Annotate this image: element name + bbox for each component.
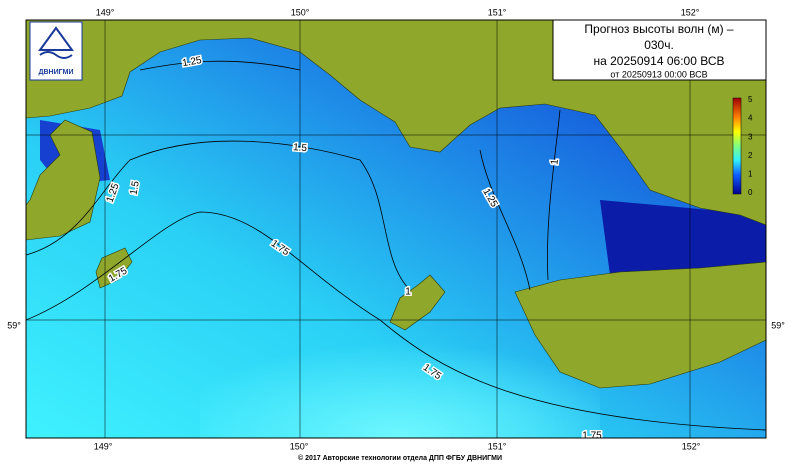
title-box <box>552 19 767 81</box>
title: Прогноз высоты волн (м) – <box>584 22 734 36</box>
lon-label: 149° <box>94 441 113 451</box>
contour-label: 1.25 <box>181 55 203 69</box>
land <box>26 119 101 241</box>
contours <box>26 60 766 431</box>
lon-label: 150° <box>291 7 310 17</box>
colorbar <box>732 97 742 195</box>
lon-label: 149° <box>96 7 115 17</box>
lat-label: 59° <box>771 320 785 330</box>
colorbar-tick: 3 <box>748 132 753 141</box>
footer: © 2017 Авторские технологии отдела ДПП Ф… <box>298 454 502 462</box>
colorbar-tick: 2 <box>748 151 753 160</box>
logo-text: ДВНИГМИ <box>39 69 74 76</box>
lat-label: 59° <box>7 320 21 330</box>
lon-label: 152° <box>681 7 700 17</box>
contour-label: 1.5 <box>293 142 308 154</box>
bay <box>600 200 766 280</box>
lon-label: 152° <box>682 441 701 451</box>
colorbar-tick: 5 <box>748 95 753 104</box>
graticule <box>26 20 766 438</box>
lon-label: 150° <box>290 441 309 451</box>
logo-icon <box>38 26 74 59</box>
contour-label: 1 <box>549 158 560 165</box>
colorbar-tick: 1 <box>748 170 753 179</box>
contour-label: 1.75 <box>582 431 602 442</box>
frame <box>25 19 767 439</box>
issued: от 20250913 00:00 ВСВ <box>610 69 707 79</box>
title: на 20250914 06:00 ВСВ <box>594 54 725 68</box>
lon-label: 151° <box>488 7 507 17</box>
title: 030ч. <box>644 38 674 52</box>
lon-label: 151° <box>488 441 507 451</box>
island <box>389 274 446 331</box>
land <box>514 261 766 389</box>
colorbar-tick: 4 <box>748 114 753 123</box>
contour-label: 1.5 <box>129 180 142 196</box>
contour-label: 1 <box>405 287 411 298</box>
colorbar-tick: 0 <box>748 188 753 197</box>
